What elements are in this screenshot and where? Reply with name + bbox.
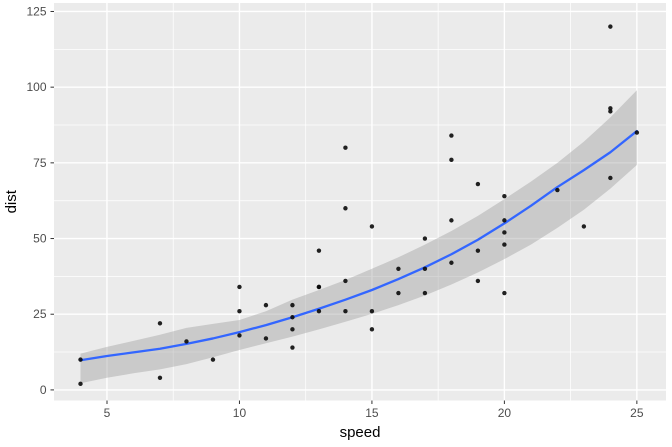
x-tick-label: 10 — [233, 406, 247, 420]
data-point — [343, 278, 348, 284]
plot-panel — [54, 3, 666, 401]
grid-minor — [54, 3, 666, 401]
data-point — [396, 266, 401, 272]
data-point — [396, 290, 401, 296]
y-tick-label: 25 — [33, 307, 47, 321]
y-tick-label: 0 — [40, 383, 47, 397]
data-point — [581, 224, 587, 229]
grid-major — [54, 3, 666, 401]
y-tick-label: 75 — [33, 156, 47, 170]
data-point — [608, 24, 613, 29]
data-point — [316, 308, 322, 314]
data-point — [475, 181, 481, 187]
data-point — [157, 321, 163, 326]
data-point — [502, 230, 507, 235]
data-point — [502, 290, 507, 296]
data-point — [634, 130, 640, 135]
data-point — [316, 284, 322, 290]
data-point — [502, 242, 507, 247]
data-point — [237, 333, 242, 338]
data-point — [555, 187, 560, 193]
x-tick-label: 25 — [630, 406, 644, 420]
data-point — [184, 339, 189, 344]
data-point — [290, 315, 295, 320]
data-point — [343, 206, 348, 211]
data-point — [422, 236, 428, 241]
x-tick-label: 20 — [498, 406, 512, 420]
data-point — [369, 327, 375, 332]
data-point — [290, 302, 295, 308]
data-point — [343, 308, 348, 314]
data-point — [449, 133, 454, 138]
x-tick-label: 15 — [365, 406, 379, 420]
data-point — [502, 193, 507, 199]
data-point — [263, 302, 269, 308]
data-point — [343, 145, 348, 150]
data-point — [237, 308, 242, 314]
data-point — [237, 284, 242, 290]
x-tick-label: 5 — [104, 406, 111, 420]
data-point — [316, 248, 322, 253]
data-point — [608, 109, 613, 114]
data-point — [608, 175, 613, 181]
data-point — [290, 345, 295, 350]
data-point — [263, 336, 269, 341]
y-axis-title: dist — [3, 189, 20, 213]
scatter-points — [78, 24, 640, 387]
data-point — [608, 106, 613, 111]
data-point — [290, 327, 295, 332]
data-point — [449, 260, 454, 265]
data-point — [369, 224, 375, 229]
data-point — [422, 290, 428, 296]
data-point — [449, 218, 454, 223]
y-tick-label: 125 — [26, 4, 46, 18]
data-point — [210, 357, 216, 362]
x-axis-title: speed — [340, 424, 381, 441]
y-axis-labels: 0 25 50 75 100 125 — [26, 4, 46, 396]
data-point — [422, 266, 428, 272]
data-point — [475, 278, 481, 284]
confidence-band — [80, 90, 637, 384]
data-point — [78, 381, 83, 387]
x-axis-labels: 5 10 15 20 25 — [104, 406, 644, 420]
data-point — [157, 375, 163, 380]
data-point — [475, 248, 481, 253]
data-point — [369, 308, 375, 314]
smooth-line — [79, 129, 639, 362]
y-tick-label: 50 — [33, 232, 47, 246]
y-tick-label: 100 — [26, 80, 46, 94]
data-point — [78, 357, 83, 362]
axis-ticks — [50, 10, 638, 404]
data-point — [449, 157, 454, 163]
data-point — [502, 218, 507, 223]
